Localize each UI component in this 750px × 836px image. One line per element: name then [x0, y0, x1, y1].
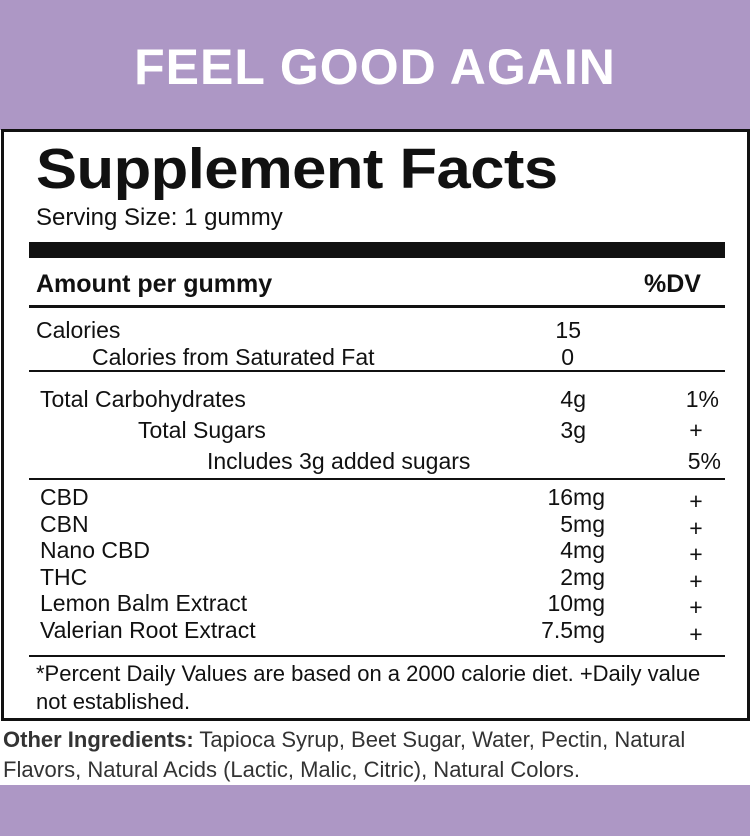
active-ingredient-amount: 4mg — [560, 537, 605, 563]
nutrient-dv: 5% — [687, 448, 721, 474]
nutrient-name: Calories — [36, 317, 121, 343]
nutrient-amount: 15 — [555, 317, 581, 343]
divider — [29, 305, 725, 308]
active-ingredient-dv: + — [689, 514, 703, 541]
serving-size: Serving Size: 1 gummy — [36, 204, 283, 231]
active-ingredient-name: CBN — [40, 510, 89, 537]
nutrient-amount: 3g — [560, 417, 586, 443]
active-ingredient-amount: 2mg — [560, 563, 605, 590]
active-ingredient-name: CBD — [40, 484, 89, 510]
nutrient-dv: + — [689, 417, 703, 443]
panel-title: Supplement Facts — [36, 137, 558, 201]
dv-header: %DV — [644, 270, 701, 298]
active-ingredient-amount: 10mg — [547, 590, 605, 616]
nutrient-dv: 1% — [685, 386, 719, 412]
nutrient-amount: 0 — [561, 344, 574, 370]
active-ingredient-dv: + — [689, 541, 703, 567]
active-ingredient-name: THC — [40, 563, 88, 590]
active-ingredient-dv: + — [689, 567, 703, 594]
brand-title: FEEL GOOD AGAIN — [134, 39, 616, 95]
divider — [29, 478, 725, 480]
nutrient-name: Includes 3g added sugars — [207, 448, 471, 474]
brand-banner: FEEL GOOD AGAIN — [0, 0, 750, 130]
thick-divider — [29, 242, 725, 258]
nutrient-name: Total Sugars — [138, 417, 266, 443]
active-ingredient-name: Nano CBD — [40, 537, 150, 563]
supplement-facts-panel: Supplement Facts Serving Size: 1 gummy A… — [1, 129, 750, 721]
active-ingredient-name: Lemon Balm Extract — [40, 590, 248, 616]
active-ingredient-dv: + — [689, 620, 703, 647]
divider — [29, 370, 725, 372]
ingredients-label: Other Ingredients: — [3, 727, 194, 752]
active-ingredient-amount: 7.5mg — [541, 616, 605, 643]
divider — [29, 655, 725, 657]
other-ingredients: Other Ingredients: Tapioca Syrup, Beet S… — [3, 725, 743, 785]
nutrient-name: Calories from Saturated Fat — [92, 344, 375, 370]
active-ingredient-amount: 16mg — [547, 484, 605, 510]
active-ingredient-dv: + — [689, 488, 703, 514]
nutrient-name: Total Carbohydrates — [40, 386, 246, 412]
active-ingredient-amount: 5mg — [560, 510, 605, 537]
footer-band — [0, 785, 750, 836]
active-ingredient-dv: + — [689, 594, 703, 620]
amount-per-header: Amount per gummy — [36, 270, 273, 298]
nutrient-amount: 4g — [560, 386, 586, 412]
footnote: *Percent Daily Values are based on a 200… — [36, 661, 701, 714]
ingredients-text: Tapioca Syrup, Beet Sugar, Water, Pectin… — [3, 727, 686, 782]
active-ingredient-name: Valerian Root Extract — [40, 616, 256, 643]
